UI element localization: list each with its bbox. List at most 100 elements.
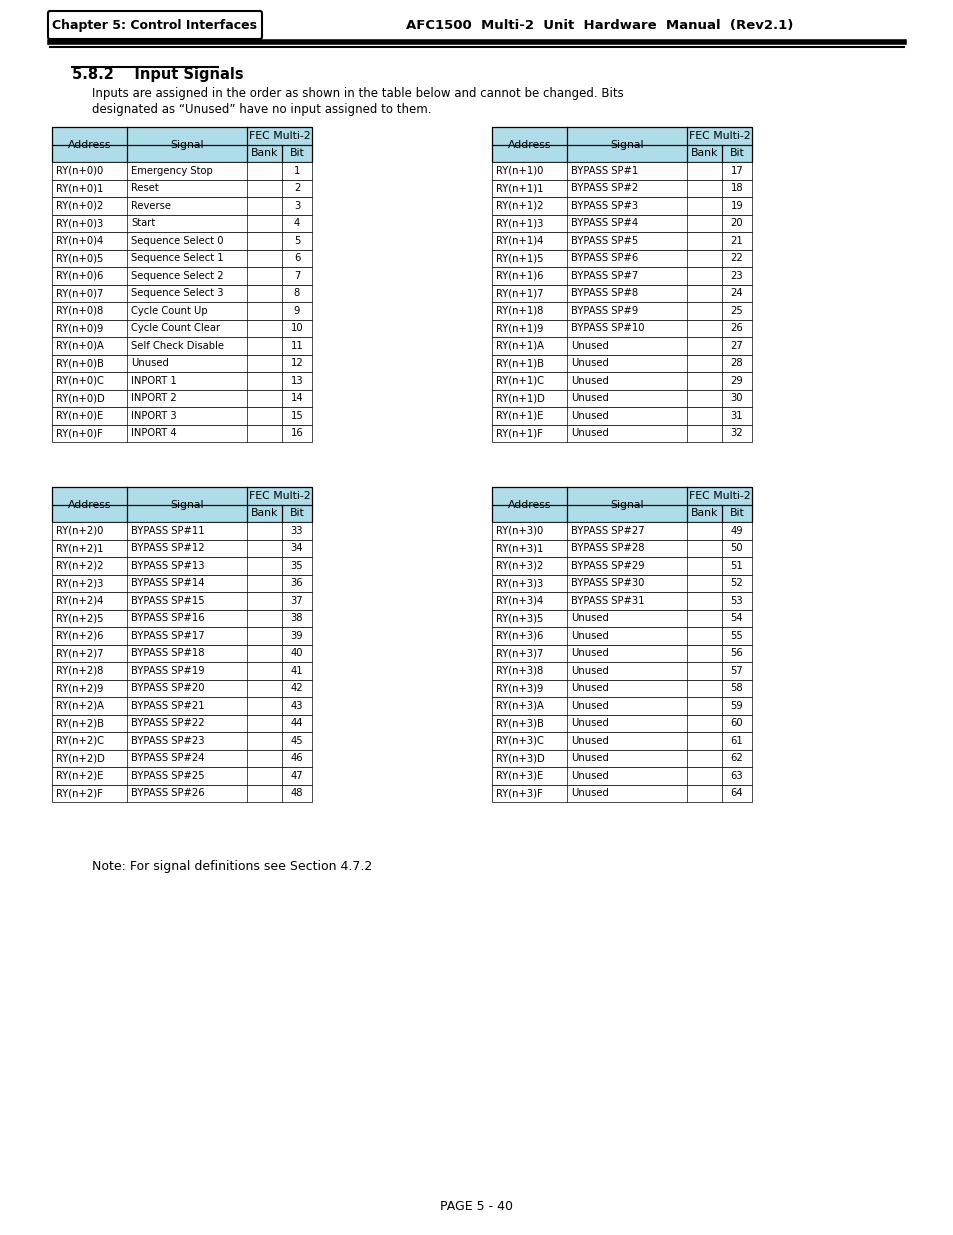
Bar (52, 320, 312, 337)
Text: RY(n+3)7: RY(n+3)7 (496, 648, 543, 658)
Text: Signal: Signal (610, 499, 643, 510)
Text: Bank: Bank (251, 509, 278, 519)
Text: 20: 20 (730, 219, 742, 228)
Text: RY(n+3)6: RY(n+3)6 (496, 631, 543, 641)
Text: RY(n+2)E: RY(n+2)E (56, 771, 103, 781)
Text: 54: 54 (730, 614, 742, 624)
Text: RY(n+2)7: RY(n+2)7 (56, 648, 103, 658)
Bar (492, 487, 751, 522)
Text: 8: 8 (294, 288, 300, 298)
Bar (52, 732, 312, 750)
Text: 58: 58 (730, 683, 742, 693)
Text: RY(n+0)5: RY(n+0)5 (56, 253, 103, 263)
Text: Unused: Unused (571, 648, 608, 658)
Bar (52, 574, 312, 592)
Text: Bit: Bit (729, 148, 743, 158)
Text: RY(n+1)A: RY(n+1)A (496, 341, 543, 351)
Text: BYPASS SP#19: BYPASS SP#19 (131, 666, 204, 676)
Text: Unused: Unused (571, 429, 608, 438)
Text: 10: 10 (291, 324, 303, 333)
Text: RY(n+2)4: RY(n+2)4 (56, 595, 103, 605)
Text: BYPASS SP#18: BYPASS SP#18 (131, 648, 204, 658)
Text: RY(n+2)F: RY(n+2)F (56, 788, 103, 798)
Text: INPORT 4: INPORT 4 (131, 429, 176, 438)
Bar (492, 487, 751, 522)
Text: RY(n+1)5: RY(n+1)5 (496, 253, 543, 263)
Bar (52, 610, 312, 627)
Text: Cycle Count Up: Cycle Count Up (131, 306, 208, 316)
Text: BYPASS SP#24: BYPASS SP#24 (131, 753, 204, 763)
Bar (52, 267, 312, 284)
Text: 11: 11 (291, 341, 303, 351)
Text: 1: 1 (294, 165, 300, 175)
Text: 40: 40 (291, 648, 303, 658)
Text: BYPASS SP#4: BYPASS SP#4 (571, 219, 638, 228)
Text: Signal: Signal (610, 140, 643, 149)
Text: Address: Address (507, 499, 551, 510)
Bar (492, 592, 751, 610)
Bar (492, 784, 751, 802)
Text: 6: 6 (294, 253, 300, 263)
Text: 25: 25 (730, 306, 742, 316)
Text: 56: 56 (730, 648, 742, 658)
Text: RY(n+1)F: RY(n+1)F (496, 429, 542, 438)
Bar (492, 574, 751, 592)
Text: RY(n+0)A: RY(n+0)A (56, 341, 104, 351)
Text: RY(n+0)9: RY(n+0)9 (56, 324, 103, 333)
Bar (52, 198, 312, 215)
Text: INPORT 3: INPORT 3 (131, 411, 176, 421)
Text: 18: 18 (730, 183, 742, 193)
Bar (52, 372, 312, 389)
Text: RY(n+3)1: RY(n+3)1 (496, 543, 543, 553)
Text: RY(n+1)D: RY(n+1)D (496, 393, 544, 404)
Text: BYPASS SP#5: BYPASS SP#5 (571, 236, 638, 246)
Text: Emergency Stop: Emergency Stop (131, 165, 213, 175)
Text: 50: 50 (730, 543, 742, 553)
Text: Unused: Unused (571, 393, 608, 404)
Text: RY(n+1)C: RY(n+1)C (496, 375, 543, 385)
Text: 12: 12 (291, 358, 303, 368)
Text: BYPASS SP#8: BYPASS SP#8 (571, 288, 638, 298)
Bar (52, 408, 312, 425)
Bar (52, 162, 312, 179)
Text: Unused: Unused (571, 788, 608, 798)
Text: RY(n+0)0: RY(n+0)0 (56, 165, 103, 175)
Text: Unused: Unused (571, 683, 608, 693)
Bar (52, 284, 312, 303)
Text: 44: 44 (291, 719, 303, 729)
Bar (52, 215, 312, 232)
Text: RY(n+3)8: RY(n+3)8 (496, 666, 542, 676)
Bar (492, 320, 751, 337)
Text: BYPASS SP#12: BYPASS SP#12 (131, 543, 204, 553)
Text: Sequence Select 1: Sequence Select 1 (131, 253, 223, 263)
Bar (492, 697, 751, 715)
Text: RY(n+1)E: RY(n+1)E (496, 411, 543, 421)
Text: Unused: Unused (131, 358, 169, 368)
Text: BYPASS SP#29: BYPASS SP#29 (571, 561, 644, 571)
Text: Unused: Unused (571, 614, 608, 624)
Text: 42: 42 (291, 683, 303, 693)
Text: Unused: Unused (571, 411, 608, 421)
Bar (492, 540, 751, 557)
Text: Bank: Bank (690, 148, 718, 158)
Bar (492, 303, 751, 320)
Bar (492, 162, 751, 179)
Text: 47: 47 (291, 771, 303, 781)
Bar (52, 389, 312, 408)
Text: RY(n+2)2: RY(n+2)2 (56, 561, 103, 571)
Text: RY(n+1)B: RY(n+1)B (496, 358, 543, 368)
Text: Reset: Reset (131, 183, 158, 193)
Text: Sequence Select 2: Sequence Select 2 (131, 270, 223, 280)
Text: RY(n+2)C: RY(n+2)C (56, 736, 104, 746)
Text: RY(n+3)B: RY(n+3)B (496, 719, 543, 729)
Text: RY(n+2)5: RY(n+2)5 (56, 614, 103, 624)
Text: 23: 23 (730, 270, 742, 280)
Text: 2: 2 (294, 183, 300, 193)
Text: RY(n+1)3: RY(n+1)3 (496, 219, 543, 228)
Text: RY(n+1)9: RY(n+1)9 (496, 324, 543, 333)
Text: RY(n+1)1: RY(n+1)1 (496, 183, 543, 193)
Text: Unused: Unused (571, 375, 608, 385)
Text: 28: 28 (730, 358, 742, 368)
Bar (52, 784, 312, 802)
Text: 38: 38 (291, 614, 303, 624)
